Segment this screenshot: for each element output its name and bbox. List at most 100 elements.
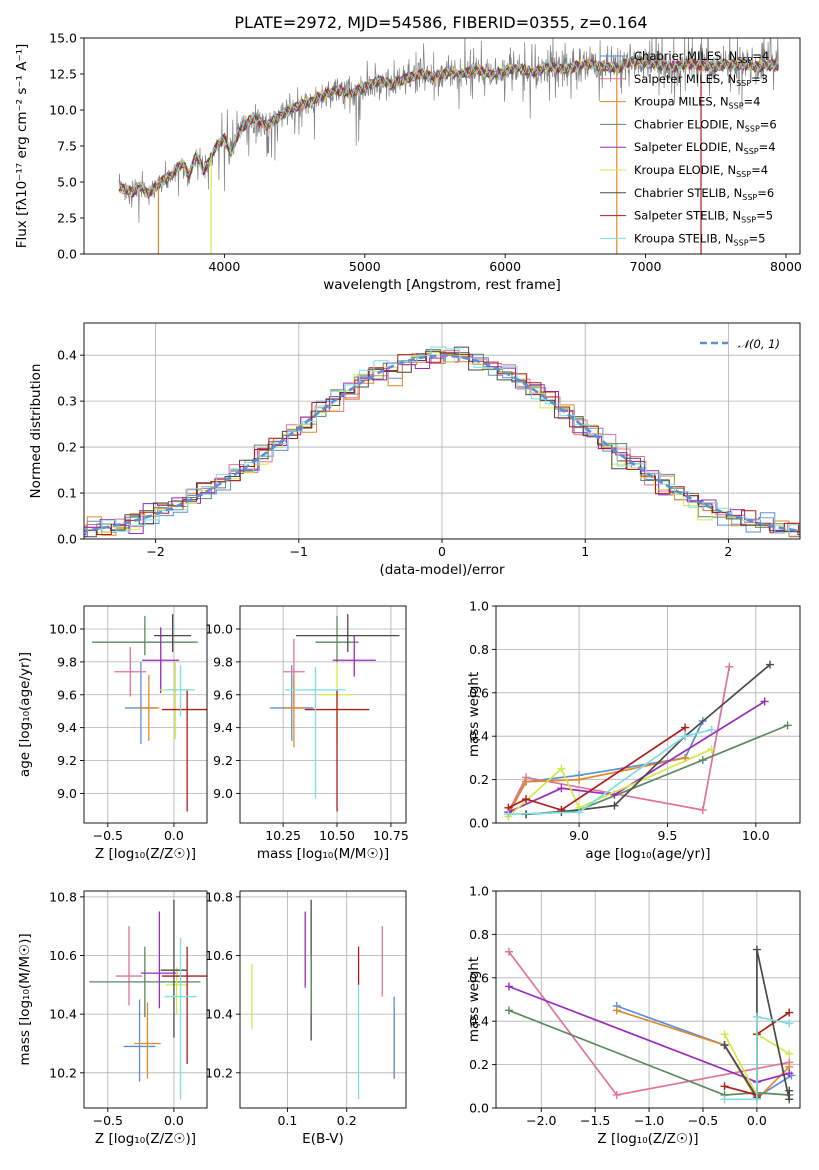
legend-label: Kroupa ELODIE, NSSP=4 bbox=[634, 163, 768, 179]
x-axis-label: mass [log₁₀(M/M☉)] bbox=[257, 846, 389, 862]
weight-marker bbox=[720, 1030, 729, 1039]
x-tick-label: −0.5 bbox=[93, 1113, 123, 1128]
x-tick-label: 0.2 bbox=[337, 1113, 357, 1128]
y-tick-label: 0.0 bbox=[469, 816, 489, 831]
weight-marker bbox=[785, 1069, 794, 1078]
residual-histogram bbox=[84, 346, 800, 538]
y-tick-label: 9.4 bbox=[57, 720, 77, 735]
y-tick-label: 10.6 bbox=[205, 948, 233, 963]
y-axis-label: Flux [fλ10⁻¹⁷ erg cm⁻² s⁻¹ A⁻¹] bbox=[14, 44, 30, 249]
weight-marker bbox=[720, 1082, 729, 1091]
mass-vs-extinction-panel: 0.1 0.2 10.2 10.4 10.6 10.8 E(B-V) bbox=[205, 889, 407, 1147]
y-tick-label: 10.8 bbox=[205, 889, 233, 904]
y-tick-label: 0.2 bbox=[469, 772, 489, 787]
weight-series-line bbox=[508, 726, 686, 811]
axes-frame bbox=[83, 605, 208, 824]
y-tick-label: 9.6 bbox=[213, 687, 233, 702]
legend-label: Chabrier MILES, NSSP=4 bbox=[634, 49, 769, 65]
x-tick-label: 0.0 bbox=[164, 1113, 184, 1128]
y-tick-label: 1.0 bbox=[469, 884, 489, 899]
x-tick-label: 10.25 bbox=[265, 828, 301, 843]
y-tick-label: 10.4 bbox=[49, 1007, 77, 1022]
weight-marker bbox=[681, 732, 690, 741]
weight-marker bbox=[504, 810, 513, 819]
weight-marker bbox=[785, 1049, 794, 1058]
spectrum-model-line bbox=[118, 57, 779, 198]
weight-marker bbox=[698, 805, 707, 814]
y-tick-label: 10.6 bbox=[49, 948, 77, 963]
y-tick-label: 0.1 bbox=[57, 486, 77, 501]
spectrum-panel: 4000 5000 6000 7000 8000 0.0 2.5 5.0 7.5 10.0 12.5… bbox=[14, 31, 802, 294]
x-tick-label: 2 bbox=[724, 544, 732, 559]
weight-marker bbox=[522, 795, 531, 804]
plot-area bbox=[118, 38, 780, 254]
y-tick-label: 0.8 bbox=[469, 927, 489, 942]
x-tick-label: 4000 bbox=[208, 259, 240, 274]
y-tick-label: 0.4 bbox=[469, 729, 489, 744]
y-axis-label: mass weight bbox=[466, 672, 482, 757]
weight-marker bbox=[760, 697, 769, 706]
y-tick-label: 0.3 bbox=[57, 394, 77, 409]
y-axis-label: Normed distribution bbox=[28, 364, 44, 499]
spectrum-model-line bbox=[118, 55, 779, 196]
legend-label: Chabrier STELIB, NSSP=6 bbox=[634, 186, 774, 202]
y-axis-label: age [log₁₀(age/yr)] bbox=[17, 652, 33, 777]
y-tick-label: 9.2 bbox=[213, 753, 233, 768]
age-vs-metallicity-panel: −0.5 0.0 9.0 9.2 9.4 9.6 9.8 10.0 Z [log₁₀(Z/Z☉)… bbox=[17, 605, 208, 862]
y-tick-label: 0.2 bbox=[57, 440, 77, 455]
y-tick-label: 9.0 bbox=[213, 786, 233, 801]
weight-marker bbox=[612, 1090, 621, 1099]
plot-area bbox=[89, 899, 207, 1100]
residual-histogram bbox=[84, 354, 800, 535]
x-tick-label: 7000 bbox=[630, 259, 662, 274]
x-axis-label: Z [log₁₀(Z/Z☉)] bbox=[95, 1131, 196, 1147]
y-tick-label: 0.0 bbox=[57, 532, 77, 547]
y-tick-label: 0.6 bbox=[469, 970, 489, 985]
legend-label: Salpeter ELODIE, NSSP=4 bbox=[634, 140, 776, 156]
weight-marker bbox=[783, 721, 792, 730]
x-tick-label: 6000 bbox=[489, 259, 521, 274]
weight-marker bbox=[785, 1008, 794, 1017]
y-tick-label: 10.0 bbox=[49, 103, 77, 118]
y-tick-label: 10.2 bbox=[205, 1065, 233, 1080]
y-tick-label: 0.0 bbox=[57, 247, 77, 262]
normal-curve bbox=[84, 354, 800, 533]
y-tick-label: 0.2 bbox=[469, 1057, 489, 1072]
y-tick-label: 1.0 bbox=[469, 599, 489, 614]
y-tick-label: 10.4 bbox=[205, 1007, 233, 1022]
y-tick-label: 0.8 bbox=[469, 642, 489, 657]
weight-marker bbox=[720, 1041, 729, 1050]
y-tick-label: 9.6 bbox=[57, 687, 77, 702]
y-tick-label: 9.0 bbox=[57, 786, 77, 801]
weight-marker bbox=[557, 764, 566, 773]
mass-vs-metallicity-panel: −0.5 0.0 10.2 10.4 10.6 10.8 Z [log₁₀(Z/Z☉)] ma… bbox=[17, 889, 208, 1147]
weight-marker bbox=[725, 662, 734, 671]
weight-marker bbox=[610, 801, 619, 810]
weight-marker bbox=[504, 1006, 513, 1015]
axes-frame bbox=[239, 890, 407, 1109]
x-axis-label: E(B-V) bbox=[302, 1131, 344, 1147]
x-tick-label: 5000 bbox=[349, 259, 381, 274]
x-tick-label: 9.0 bbox=[569, 828, 589, 843]
age-vs-mass-panel: 10.25 10.50 10.75 9.0 9.2 9.4 9.6 9.8 10.0 mass [… bbox=[205, 605, 409, 862]
weight-marker bbox=[752, 1012, 761, 1021]
y-tick-label: 0.0 bbox=[469, 1101, 489, 1116]
weight-series-line bbox=[507, 757, 686, 815]
y-tick-label: 10.8 bbox=[49, 889, 77, 904]
weight-marker bbox=[575, 808, 584, 817]
weight-marker bbox=[522, 777, 531, 786]
x-tick-label: 8000 bbox=[770, 259, 802, 274]
x-tick-label: −1 bbox=[290, 544, 308, 559]
residual-histogram bbox=[84, 351, 800, 533]
x-axis-label: Z [log₁₀(Z/Z☉)] bbox=[597, 1131, 698, 1147]
x-tick-label: −2 bbox=[146, 544, 164, 559]
plot-area bbox=[91, 614, 207, 812]
x-tick-label: 10.0 bbox=[742, 828, 770, 843]
legend-label: Chabrier ELODIE, NSSP=6 bbox=[634, 117, 777, 133]
y-tick-label: 9.4 bbox=[213, 720, 233, 735]
weight-marker bbox=[612, 1006, 621, 1015]
weight-marker bbox=[752, 1095, 761, 1104]
y-tick-label: 10.2 bbox=[49, 1065, 77, 1080]
y-axis-label: mass [log₁₀(M/M☉)] bbox=[17, 933, 33, 1065]
x-tick-label: −1.5 bbox=[580, 1113, 610, 1128]
